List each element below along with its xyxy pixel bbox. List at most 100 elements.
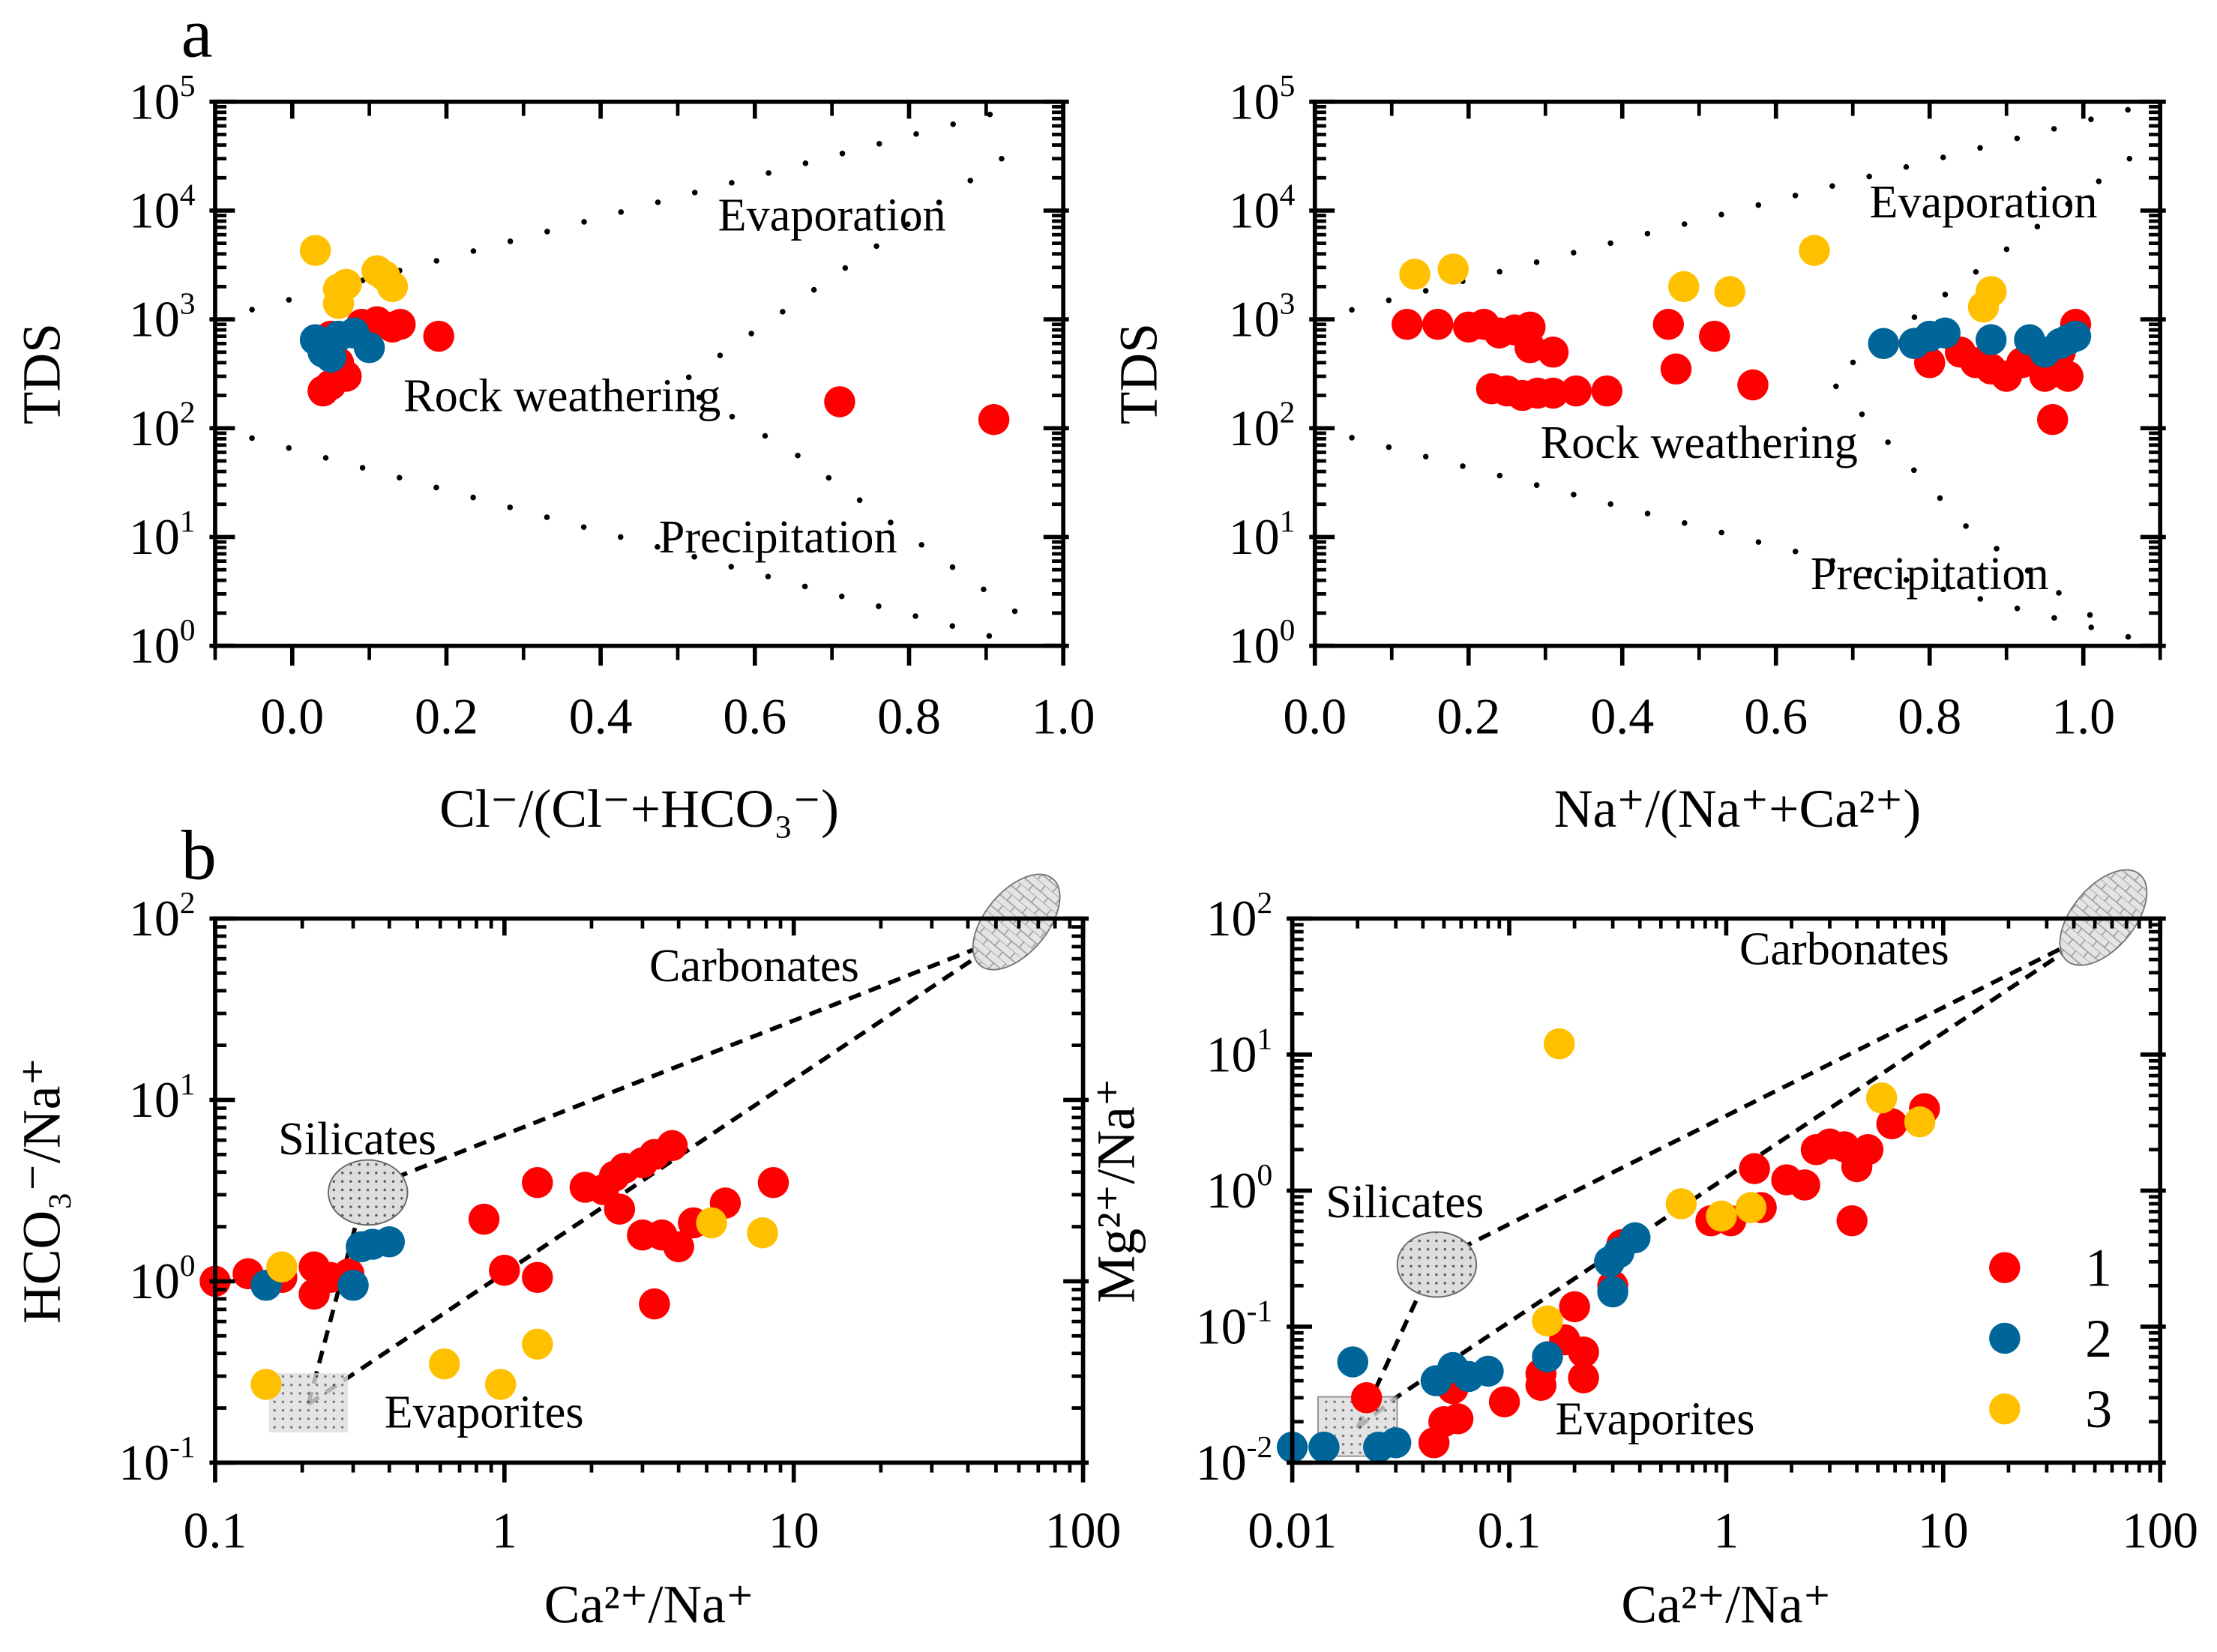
y-tick-base: 10 (129, 618, 180, 674)
y-tick-exponent: -1 (1247, 1293, 1273, 1327)
data-point-series-2 (2060, 320, 2092, 352)
chart-panel-3: 0.01 0.1 1 10 10010-210-1100101102Ca²⁺/Na⁺Mg… (1086, 869, 2198, 1634)
y-tick-exponent: -2 (1247, 1429, 1273, 1464)
data-point-series-2 (1308, 1431, 1340, 1463)
data-point-series-1 (1559, 1291, 1590, 1323)
annotation-carbonates: Carbonates (1739, 923, 1949, 974)
data-point-series-1 (1488, 1386, 1520, 1417)
data-point-series-3 (1975, 276, 2007, 307)
y-tick-base: 10 (1206, 890, 1257, 947)
data-point-series-3 (376, 271, 409, 303)
data-point-series-1 (1568, 1362, 1599, 1393)
y-tick-base: 10 (129, 400, 180, 456)
data-point-series-1 (423, 320, 454, 352)
y-tick-exponent: 1 (180, 1067, 196, 1101)
y-tick-base: 10 (1206, 1163, 1257, 1219)
data-point-series-2 (1532, 1341, 1563, 1372)
data-point-series-3 (1865, 1082, 1898, 1114)
data-point-series-1 (1739, 1153, 1770, 1184)
data-point-series-1 (757, 1167, 789, 1199)
data-point-series-1 (639, 1288, 670, 1320)
data-point-series-3 (1714, 276, 1745, 307)
x-tick-label: 0.1 (184, 1502, 247, 1558)
annotation-carbonates: Carbonates (649, 941, 859, 992)
y-tick-exponent: 0 (1257, 1157, 1272, 1192)
data-point-series-3 (696, 1207, 727, 1239)
x-tick-label: 100 (1045, 1502, 1122, 1558)
y-tick-exponent: -1 (169, 1429, 196, 1464)
data-point-series-2 (1619, 1222, 1651, 1254)
x-tick-label: 0.1 (1478, 1502, 1541, 1558)
y-tick-label: 101 (1206, 1021, 1273, 1082)
reference-line-dotted (1311, 106, 2133, 322)
y-tick-base: 10 (1229, 183, 1280, 239)
y-tick-label: 101 (129, 1067, 196, 1128)
x-tick-label: 0.6 (1744, 689, 1808, 745)
y-tick-label: 103 (129, 286, 196, 348)
y-tick-base: 10 (129, 183, 180, 239)
silicates-endmember (328, 1159, 409, 1226)
data-point-series-2 (337, 1270, 369, 1301)
reference-line-dotted (1311, 425, 2133, 640)
y-tick-label: 104 (1229, 177, 1296, 238)
data-point-series-1 (604, 1193, 636, 1225)
y-tick-base: 10 (1229, 509, 1280, 565)
y-tick-label: 102 (129, 885, 196, 947)
data-point-series-1 (1442, 1403, 1474, 1435)
data-point-series-3 (1904, 1106, 1936, 1138)
annotation-precipitation: Precipitation (659, 512, 897, 563)
y-tick-label: 105 (1229, 68, 1296, 130)
annotation-rock-weathering: Rock weathering (403, 370, 721, 421)
legend-label: 1 (2085, 1239, 2112, 1298)
chart-panel-0: 0.0 0.2 0.4 0.6 0.8 1.0100101102103104105Cl⁻/… (13, 68, 1095, 839)
y-tick-base: 10 (129, 1072, 180, 1128)
y-tick-base: 10 (1229, 292, 1280, 348)
annotation-silicates: Silicates (278, 1114, 436, 1165)
legend-label: 3 (2085, 1380, 2112, 1439)
annotation-evaporites: Evaporites (385, 1387, 584, 1438)
data-point-series-3 (1399, 259, 1431, 290)
data-point-series-2 (1380, 1427, 1412, 1459)
y-tick-base: 10 (1229, 618, 1280, 674)
y-tick-base: 10 (1229, 400, 1280, 456)
data-point-series-3 (331, 268, 362, 301)
y-tick-base: 10 (1196, 1299, 1247, 1355)
data-point-series-1 (656, 1130, 688, 1162)
reference-line-dashed (307, 934, 1010, 1406)
data-point-series-3 (266, 1251, 298, 1282)
data-point-series-1 (1591, 375, 1622, 407)
data-point-series-3 (1665, 1188, 1697, 1220)
data-point-series-3 (1668, 271, 1700, 303)
data-point-series-3 (1437, 253, 1469, 285)
y-tick-exponent: 1 (180, 504, 196, 538)
data-point-series-1 (1525, 1369, 1557, 1401)
annotation-rock-weathering: Rock weathering (1541, 417, 1858, 468)
x-tick-label: 0.2 (1437, 689, 1500, 745)
data-point-series-1 (1699, 320, 1730, 352)
y-tick-exponent: 3 (180, 286, 196, 321)
data-point-series-3 (1543, 1028, 1575, 1060)
data-point-series-1 (1537, 337, 1569, 368)
x-axis-label: Ca²⁺/Na⁺ (544, 1575, 754, 1634)
data-point-series-2 (1337, 1346, 1369, 1378)
data-point-series-3 (1532, 1305, 1563, 1337)
y-tick-label: 100 (129, 612, 196, 674)
y-tick-label: 100 (1229, 612, 1296, 674)
data-point-series-3 (484, 1369, 517, 1400)
x-tick-label: 10 (1918, 1502, 1969, 1558)
data-point-series-2 (1868, 328, 1899, 360)
data-point-series-1 (1568, 1336, 1599, 1368)
annotation-evaporation: Evaporation (718, 190, 946, 241)
data-point-series-2 (373, 1226, 406, 1258)
data-point-series-3 (1706, 1200, 1737, 1232)
data-point-series-1 (1560, 375, 1592, 407)
x-tick-label: 0.4 (569, 689, 633, 745)
silicates-endmember (1396, 1231, 1478, 1298)
data-point-series-1 (2052, 361, 2084, 392)
y-tick-exponent: 5 (1280, 68, 1296, 103)
y-tick-base: 10 (129, 509, 180, 565)
data-point-series-1 (385, 308, 416, 340)
legend-label: 2 (2085, 1309, 2112, 1369)
y-tick-exponent: 0 (180, 612, 196, 647)
